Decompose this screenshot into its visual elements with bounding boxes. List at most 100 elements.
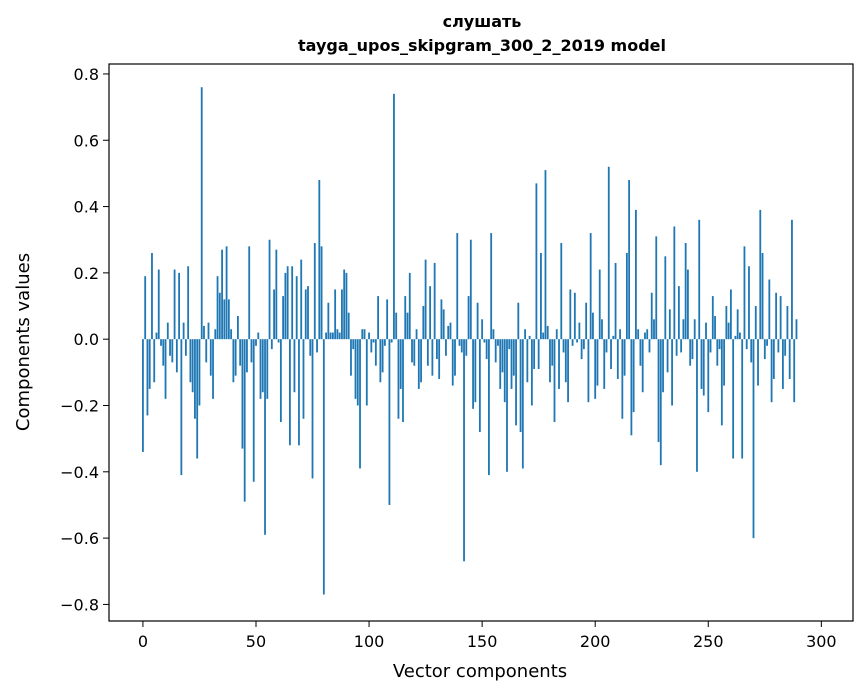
bar-181: [551, 339, 554, 366]
bars: [142, 87, 798, 595]
bar-275: [763, 339, 766, 360]
bar-91: [347, 312, 350, 340]
bar-285: [786, 306, 789, 340]
bar-249: [705, 322, 707, 340]
bar-190: [571, 339, 574, 346]
bar-67: [293, 339, 296, 393]
bar-50: [255, 339, 257, 346]
bar-169: [524, 329, 526, 340]
bar-140: [458, 339, 461, 346]
bar-200: [594, 339, 597, 399]
y-tick-label: 0.8: [74, 65, 99, 84]
bar-75: [311, 339, 314, 479]
bar-252: [711, 296, 714, 340]
bar-34: [218, 292, 221, 340]
bar-20: [187, 266, 190, 340]
bar-209: [614, 262, 617, 340]
bar-92: [350, 339, 352, 376]
bar-8: [160, 339, 162, 346]
bar-207: [610, 339, 612, 370]
bar-5: [153, 339, 156, 383]
bar-202: [598, 269, 601, 340]
bar-35: [221, 249, 223, 340]
bar-47: [248, 246, 251, 340]
bar-80: [322, 339, 325, 595]
bar-127: [429, 286, 432, 340]
bar-61: [279, 339, 282, 423]
bar-107: [383, 339, 386, 346]
bar-77: [316, 339, 318, 353]
bar-157: [497, 339, 499, 346]
bar-280: [775, 292, 778, 340]
bar-123: [420, 339, 422, 383]
bar-240: [684, 243, 687, 340]
bar-283: [781, 339, 784, 389]
bar-63: [284, 272, 287, 340]
bar-227: [655, 236, 658, 340]
bar-178: [544, 170, 547, 340]
bar-230: [662, 339, 664, 393]
bar-90: [345, 272, 348, 340]
chart-title-line2: tayga_upos_skipgram_300_2_2019 model: [298, 36, 666, 55]
bar-0: [142, 339, 144, 452]
bar-186: [562, 339, 565, 353]
bar-267: [745, 339, 748, 350]
bar-164: [512, 339, 515, 376]
bar-167: [519, 339, 522, 433]
bar-64: [286, 266, 289, 340]
bar-196: [585, 302, 588, 340]
y-tick-label: −0.8: [60, 595, 99, 614]
bar-203: [601, 319, 603, 340]
bar-52: [259, 339, 262, 399]
bar-116: [404, 296, 407, 340]
bar-228: [657, 339, 660, 442]
bar-41: [234, 339, 237, 376]
bar-287: [791, 219, 793, 340]
bar-3: [148, 339, 151, 389]
bar-198: [589, 233, 592, 340]
y-tick-label: −0.6: [60, 529, 99, 548]
bar-4: [151, 252, 153, 340]
x-tick-label: 50: [246, 632, 266, 651]
bar-137: [451, 339, 454, 386]
x-tick-label: 0: [138, 632, 148, 651]
bar-238: [680, 339, 683, 353]
bar-22: [191, 339, 194, 393]
bar-260: [729, 289, 732, 340]
y-tick-label: 0.0: [74, 330, 99, 349]
bar-7: [157, 269, 160, 340]
bar-254: [716, 339, 719, 366]
bar-231: [664, 256, 667, 340]
bar-261: [732, 339, 735, 459]
bar-220: [639, 339, 642, 366]
bar-10: [164, 339, 167, 399]
bar-28: [205, 339, 208, 363]
bar-183: [555, 329, 558, 340]
bar-11: [166, 322, 169, 340]
bar-9: [162, 339, 165, 366]
bar-6: [155, 332, 158, 340]
bar-205: [605, 339, 608, 353]
bar-151: [483, 339, 486, 343]
bar-262: [734, 335, 737, 340]
bar-55: [266, 339, 269, 399]
bar-38: [227, 299, 230, 340]
bar-89: [343, 269, 346, 340]
bar-210: [616, 339, 619, 379]
bar-236: [675, 339, 678, 356]
bar-121: [415, 329, 418, 340]
bar-98: [363, 329, 366, 340]
bar-117: [406, 312, 409, 340]
bar-155: [492, 329, 495, 340]
bar-248: [702, 339, 705, 396]
bar-104: [377, 296, 380, 340]
bar-162: [508, 339, 511, 350]
bar-269: [750, 339, 753, 363]
bar-72: [304, 289, 307, 340]
bar-161: [506, 339, 508, 472]
bar-219: [637, 329, 640, 340]
bar-154: [490, 233, 493, 340]
bar-118: [408, 272, 411, 340]
bar-234: [671, 339, 673, 406]
bar-85: [334, 289, 337, 340]
